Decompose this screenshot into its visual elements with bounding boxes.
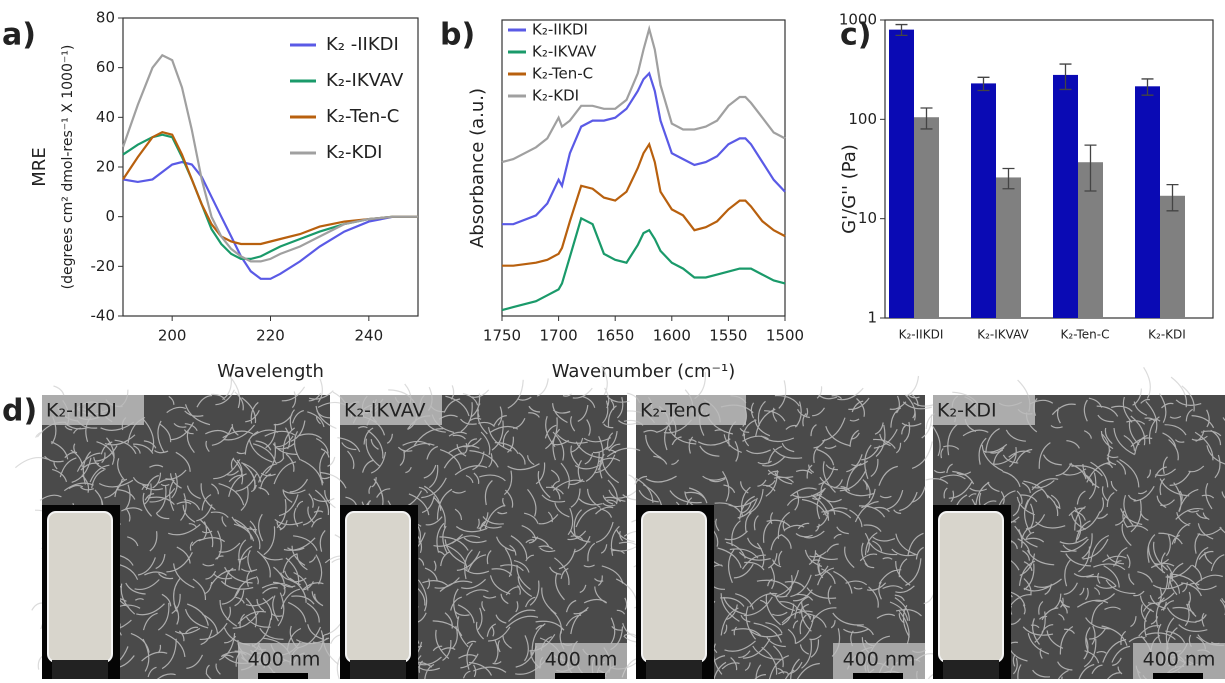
- legend-label: K₂-Ten-C: [326, 106, 399, 127]
- scale-bar-label: 400 nm: [545, 649, 618, 671]
- x-tick-label: 220: [256, 327, 285, 345]
- bar: [971, 83, 996, 318]
- scale-bar-label: 400 nm: [248, 649, 321, 671]
- x-tick-label: 1750: [483, 327, 521, 345]
- x-tick-label: K₂-IIKDI: [899, 328, 944, 342]
- y-axis-label: G'/G'' (Pa): [839, 144, 860, 234]
- x-tick-label: 240: [355, 327, 384, 345]
- x-tick-label: K₂-KDI: [1148, 328, 1186, 342]
- sem-image: K₂-IIKDI 400 nm: [15, 376, 346, 679]
- bar: [1160, 196, 1185, 318]
- y-tick-label: 40: [96, 108, 115, 126]
- scale-bar: [555, 673, 605, 679]
- scale-bar: [853, 673, 903, 679]
- y-tick-label: 80: [96, 9, 115, 27]
- legend-label: K₂-Ten-C: [532, 65, 593, 83]
- series-line: [502, 218, 785, 310]
- scale-bar-label: 400 nm: [1143, 649, 1216, 671]
- x-tick-label: 1550: [709, 327, 747, 345]
- y-tick-label: 1000: [839, 11, 877, 29]
- y-tick-label: 20: [96, 158, 115, 176]
- panel-label: b): [440, 18, 475, 53]
- y-axis-label: (degrees cm² dmol-res⁻¹ X 1000⁻¹): [60, 45, 76, 290]
- bar: [914, 117, 939, 318]
- bar: [996, 177, 1021, 318]
- vial: [346, 512, 410, 662]
- y-tick-label: -40: [91, 307, 116, 325]
- legend-label: K₂-KDI: [532, 87, 579, 105]
- series-line: [123, 162, 418, 279]
- sem-image: K₂-IKVAV 400 nm: [318, 366, 652, 679]
- y-tick-label: 60: [96, 58, 115, 76]
- x-tick-label: 200: [158, 327, 187, 345]
- vial-cap-shadow: [52, 660, 108, 679]
- legend-label: K₂-IIKDI: [532, 21, 588, 39]
- image-label: K₂-KDI: [937, 400, 997, 422]
- y-tick-label: 100: [848, 110, 877, 128]
- legend-label: K₂-IKVAV: [326, 70, 404, 91]
- vial-cap-shadow: [646, 660, 702, 679]
- y-axis-label: Absorbance (a.u.): [467, 88, 488, 248]
- vial: [642, 512, 706, 662]
- legend-label: K₂-IKVAV: [532, 43, 597, 61]
- y-tick-label: 0: [105, 207, 115, 225]
- image-label: K₂-TenC: [640, 400, 711, 422]
- panel-label: a): [2, 18, 36, 53]
- y-tick-label: -20: [91, 257, 116, 275]
- x-tick-label: 1700: [540, 327, 578, 345]
- scale-bar: [258, 673, 308, 679]
- sem-image: K₂-KDI 400 nm: [916, 367, 1225, 679]
- vial: [939, 512, 1003, 662]
- bar: [1053, 75, 1078, 318]
- legend-label: K₂ -IIKDI: [326, 34, 399, 55]
- vial: [48, 512, 112, 662]
- sem-image: K₂-TenC 400 nm: [607, 372, 939, 679]
- vial-cap-shadow: [350, 660, 406, 679]
- y-tick-label: 1: [867, 309, 877, 327]
- x-tick-label: 1500: [766, 327, 804, 345]
- x-tick-label: 1600: [653, 327, 691, 345]
- legend-label: K₂-KDI: [326, 142, 383, 163]
- scale-bar: [1153, 673, 1203, 679]
- image-label: K₂-IKVAV: [344, 400, 426, 422]
- image-label: K₂-IIKDI: [46, 400, 117, 422]
- bar: [1135, 86, 1160, 318]
- x-tick-label: 1650: [596, 327, 634, 345]
- panel-label: d): [2, 394, 37, 429]
- bar: [889, 30, 914, 318]
- y-tick-label: 10: [858, 209, 877, 227]
- figure: a) -40 -20 0 20 40 60 80 MRE (degrees cm² dmol-re…: [0, 0, 1225, 679]
- x-axis-label: Wavelength: [217, 361, 324, 382]
- x-tick-label: K₂-IKVAV: [977, 328, 1029, 342]
- x-tick-label: K₂-Ten-C: [1061, 328, 1110, 342]
- y-axis-label: MRE: [29, 147, 50, 186]
- vial-cap-shadow: [943, 660, 999, 679]
- x-axis-label: Wavenumber (cm⁻¹): [552, 361, 736, 382]
- scale-bar-label: 400 nm: [843, 649, 916, 671]
